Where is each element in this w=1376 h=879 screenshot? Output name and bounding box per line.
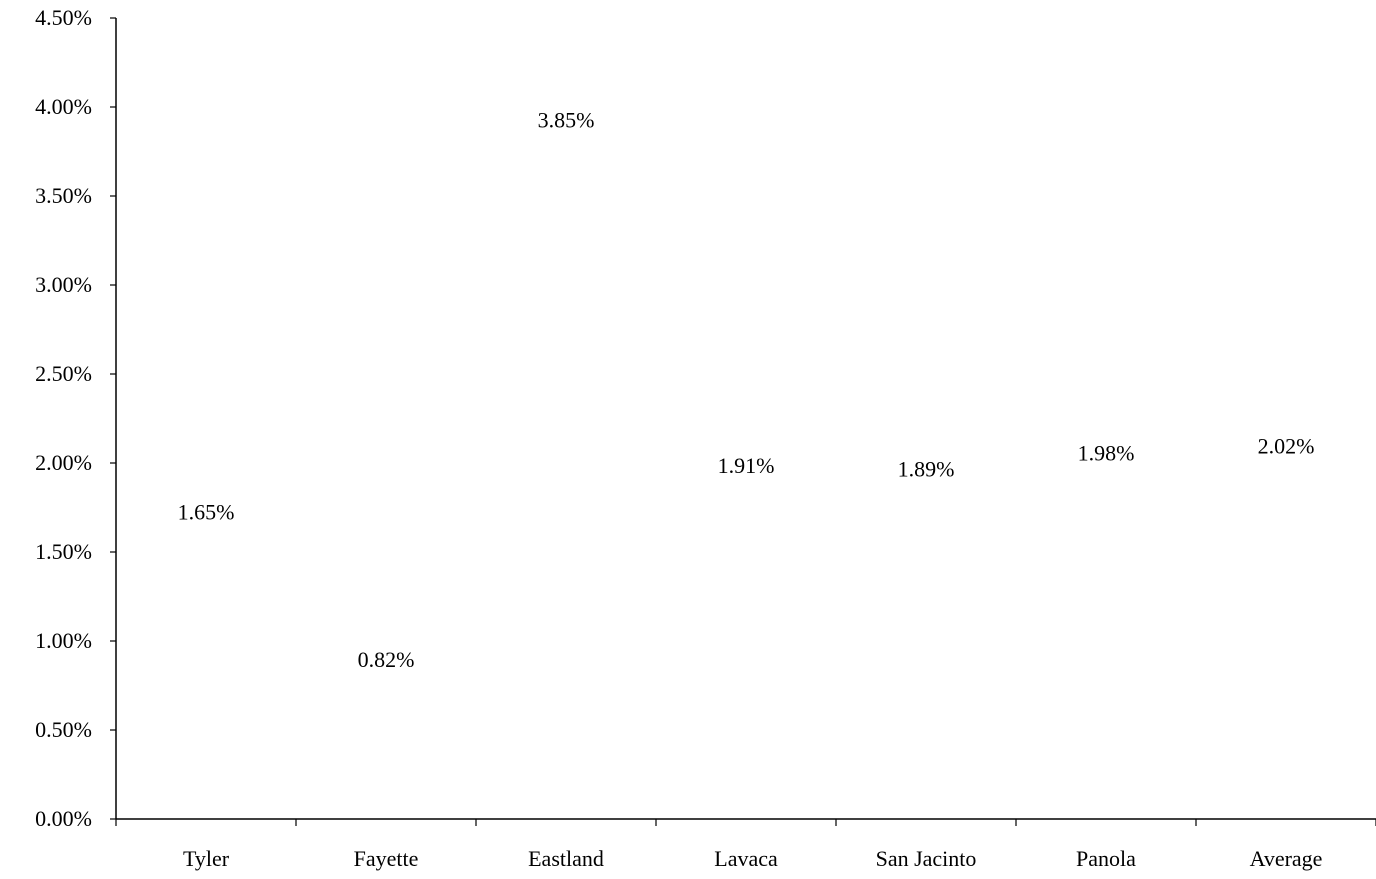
x-category-label: Panola: [1076, 846, 1136, 871]
data-label: 1.91%: [718, 453, 775, 478]
x-category-label: Eastland: [528, 846, 604, 871]
y-tick-label: 0.50%: [35, 717, 92, 742]
data-label: 0.82%: [358, 647, 415, 672]
data-labels-group: 1.65% 0.82% 3.85% 1.91% 1.89% 1.98% 2.02%: [178, 108, 1315, 672]
y-tick-label: 3.50%: [35, 183, 92, 208]
y-tick-label: 0.00%: [35, 806, 92, 831]
bar-san-jacinto: [872, 482, 980, 819]
bar-eastland: [512, 133, 620, 819]
bar-tyler: [152, 525, 260, 819]
bar-lavaca: [692, 479, 800, 819]
bar-panola: [1052, 466, 1160, 819]
y-tick-label: 4.50%: [35, 5, 92, 30]
x-category-label: Lavaca: [714, 846, 778, 871]
data-label: 2.02%: [1258, 433, 1315, 458]
data-label: 1.98%: [1078, 441, 1135, 466]
x-category-label: Tyler: [183, 846, 230, 871]
bar-average: [1232, 459, 1340, 819]
x-category-label: San Jacinto: [876, 846, 977, 871]
x-axis: Tyler Fayette Eastland Lavaca San Jacinto Pan…: [115, 818, 1376, 871]
y-tick-label: 4.00%: [35, 94, 92, 119]
y-tick-label: 1.50%: [35, 539, 92, 564]
bars-group: [152, 133, 1340, 819]
data-label: 3.85%: [538, 108, 595, 133]
data-label: 1.89%: [898, 457, 955, 482]
bar-fayette: [332, 673, 440, 819]
y-tick-label: 1.00%: [35, 628, 92, 653]
y-tick-label: 2.50%: [35, 361, 92, 386]
x-category-label: Average: [1250, 846, 1323, 871]
y-axis: 0.00% 0.50% 1.00% 1.50% 2.00% 2.50% 3.00% 3.50%…: [35, 5, 117, 831]
x-category-label: Fayette: [354, 846, 419, 871]
y-tick-label: 3.00%: [35, 272, 92, 297]
data-label: 1.65%: [178, 499, 235, 524]
y-tick-label: 2.00%: [35, 450, 92, 475]
